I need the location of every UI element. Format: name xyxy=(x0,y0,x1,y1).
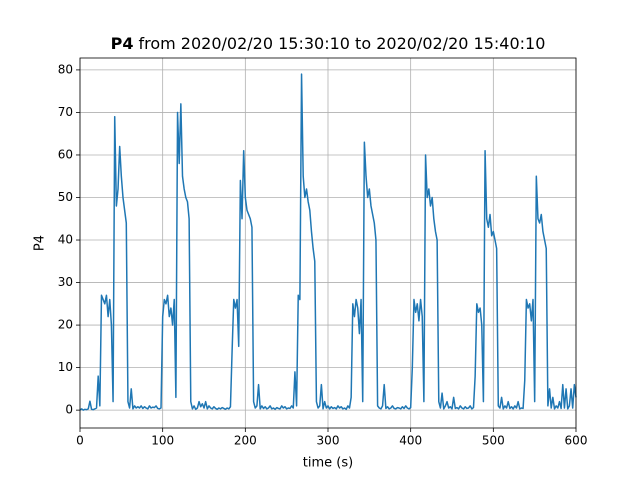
y-tick-label: 20 xyxy=(58,318,73,332)
plot-frame xyxy=(79,57,577,429)
y-tick-label: 60 xyxy=(58,147,73,161)
x-tick-label: 100 xyxy=(151,434,174,448)
y-tick-label: 40 xyxy=(58,233,73,247)
x-tick-label: 600 xyxy=(565,434,588,448)
y-tick-label: 0 xyxy=(65,403,73,417)
y-tick-label: 30 xyxy=(58,275,73,289)
title-rest: from 2020/02/20 15:30:10 to 2020/02/20 1… xyxy=(138,34,545,53)
x-axis-label: time (s) xyxy=(303,456,353,471)
chart-title: P4 from 2020/02/20 15:30:10 to 2020/02/20… xyxy=(111,34,546,53)
x-tick-label: 500 xyxy=(482,434,505,448)
x-tick-label: 200 xyxy=(234,434,257,448)
data-line xyxy=(79,73,577,411)
y-tick-label: 80 xyxy=(58,62,73,76)
x-tick-label: 300 xyxy=(317,434,340,448)
x-tick-label: 0 xyxy=(76,434,84,448)
y-tick-label: 70 xyxy=(58,105,73,119)
title-bold: P4 xyxy=(111,34,134,53)
y-axis-label: P4 xyxy=(33,235,48,251)
y-tick-label: 10 xyxy=(58,360,73,374)
x-tick-label: 400 xyxy=(399,434,422,448)
y-tick-label: 50 xyxy=(58,190,73,204)
